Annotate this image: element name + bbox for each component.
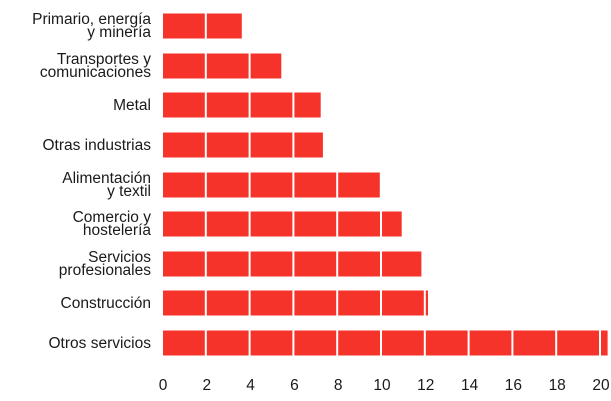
bar-segment xyxy=(338,290,380,316)
bar-segment xyxy=(163,330,205,356)
bar-segment xyxy=(513,330,556,356)
x-axis-ticks-group: 0 2 4 6 8 10 12 14 16 18 20 xyxy=(159,377,610,394)
category-label-line: Otros servicios xyxy=(49,335,152,352)
category-label-3: Metal xyxy=(113,97,151,114)
bar-segment xyxy=(294,92,321,118)
bar-segment xyxy=(338,172,380,198)
bar-segment xyxy=(294,330,337,356)
bar-segment xyxy=(425,330,468,356)
bar-segment xyxy=(206,53,249,79)
bar-6 xyxy=(163,211,402,237)
x-tick-label: 16 xyxy=(505,377,522,394)
bar-segment xyxy=(206,290,249,316)
bar-segment xyxy=(601,330,608,356)
bar-segment xyxy=(163,92,205,118)
bar-5 xyxy=(163,172,380,198)
bar-segment xyxy=(206,132,249,158)
category-label-6: Comercio y hostelería xyxy=(73,209,152,239)
bar-1 xyxy=(163,13,242,39)
bar-segment xyxy=(382,290,424,316)
bar-segment xyxy=(294,290,337,316)
x-tick-label: 10 xyxy=(373,377,391,394)
category-label-8: Construcción xyxy=(61,295,151,312)
bar-segment xyxy=(163,251,205,277)
bar-segment xyxy=(206,330,249,356)
category-label-line: profesionales xyxy=(59,262,151,279)
category-label-line: y textil xyxy=(107,183,151,200)
category-label-line: Alimentación xyxy=(62,170,151,187)
x-tick-label: 2 xyxy=(202,377,211,394)
bar-segment xyxy=(382,251,422,277)
bar-segment xyxy=(163,13,205,39)
bar-segment xyxy=(425,290,428,316)
bar-segment xyxy=(338,330,380,356)
bar-segment xyxy=(250,211,293,237)
bar-segment xyxy=(163,132,205,158)
bar-2 xyxy=(163,53,282,79)
category-label-line: Servicios xyxy=(88,249,151,266)
x-tick-label: 0 xyxy=(159,377,168,394)
bar-segment xyxy=(294,251,337,277)
bar-segment xyxy=(250,330,293,356)
category-label-line: Comercio y xyxy=(73,209,152,226)
bar-segment xyxy=(163,172,205,198)
bar-segment xyxy=(382,211,402,237)
x-tick-label: 12 xyxy=(417,377,434,394)
category-label-line: Construcción xyxy=(61,295,151,312)
bar-9 xyxy=(163,330,608,356)
category-label-line: hostelería xyxy=(83,222,151,239)
bar-segment xyxy=(206,13,242,39)
bar-segment xyxy=(163,53,205,79)
bar-segment xyxy=(250,132,293,158)
x-tick-label: 8 xyxy=(334,377,343,394)
bar-7 xyxy=(163,251,422,277)
bar-segment xyxy=(163,290,205,316)
category-label-line: Transportes y xyxy=(57,51,151,68)
category-label-line: comunicaciones xyxy=(40,64,151,81)
bar-segment xyxy=(250,290,293,316)
bar-segment xyxy=(250,53,282,79)
category-label-4: Otras industrias xyxy=(42,137,151,154)
x-tick-label: 18 xyxy=(549,377,566,394)
bar-4 xyxy=(163,132,323,158)
bar-segment xyxy=(294,172,337,198)
bar-segment xyxy=(206,172,249,198)
category-label-1: Primario, energía y minería xyxy=(32,11,151,41)
bar-segment xyxy=(206,92,249,118)
bar-3 xyxy=(163,92,321,118)
bar-segment xyxy=(250,172,293,198)
category-label-line: y minería xyxy=(87,24,151,41)
category-label-5: Alimentación y textil xyxy=(62,170,151,200)
x-tick-label: 20 xyxy=(592,377,610,394)
bar-segment xyxy=(469,330,512,356)
bar-segment xyxy=(250,251,293,277)
bar-segment xyxy=(294,211,337,237)
bar-segment xyxy=(338,251,380,277)
category-label-7: Servicios profesionales xyxy=(59,249,151,279)
bar-8 xyxy=(163,290,428,316)
x-tick-label: 6 xyxy=(290,377,299,394)
bar-segment xyxy=(206,211,249,237)
category-label-2: Transportes y comunicaciones xyxy=(40,51,151,81)
bar-segment xyxy=(557,330,599,356)
bar-segment xyxy=(338,211,380,237)
category-label-line: Primario, energía xyxy=(32,11,151,28)
bars-group xyxy=(163,13,608,356)
bar-segment xyxy=(206,251,249,277)
bar-segment xyxy=(294,132,323,158)
category-label-9: Otros servicios xyxy=(49,335,152,352)
category-label-line: Metal xyxy=(113,97,151,114)
bar-segment xyxy=(250,92,293,118)
x-tick-label: 4 xyxy=(246,377,255,394)
bar-segment xyxy=(163,211,205,237)
x-tick-label: 14 xyxy=(461,377,479,394)
bar-segment xyxy=(382,330,424,356)
category-label-line: Otras industrias xyxy=(42,137,151,154)
